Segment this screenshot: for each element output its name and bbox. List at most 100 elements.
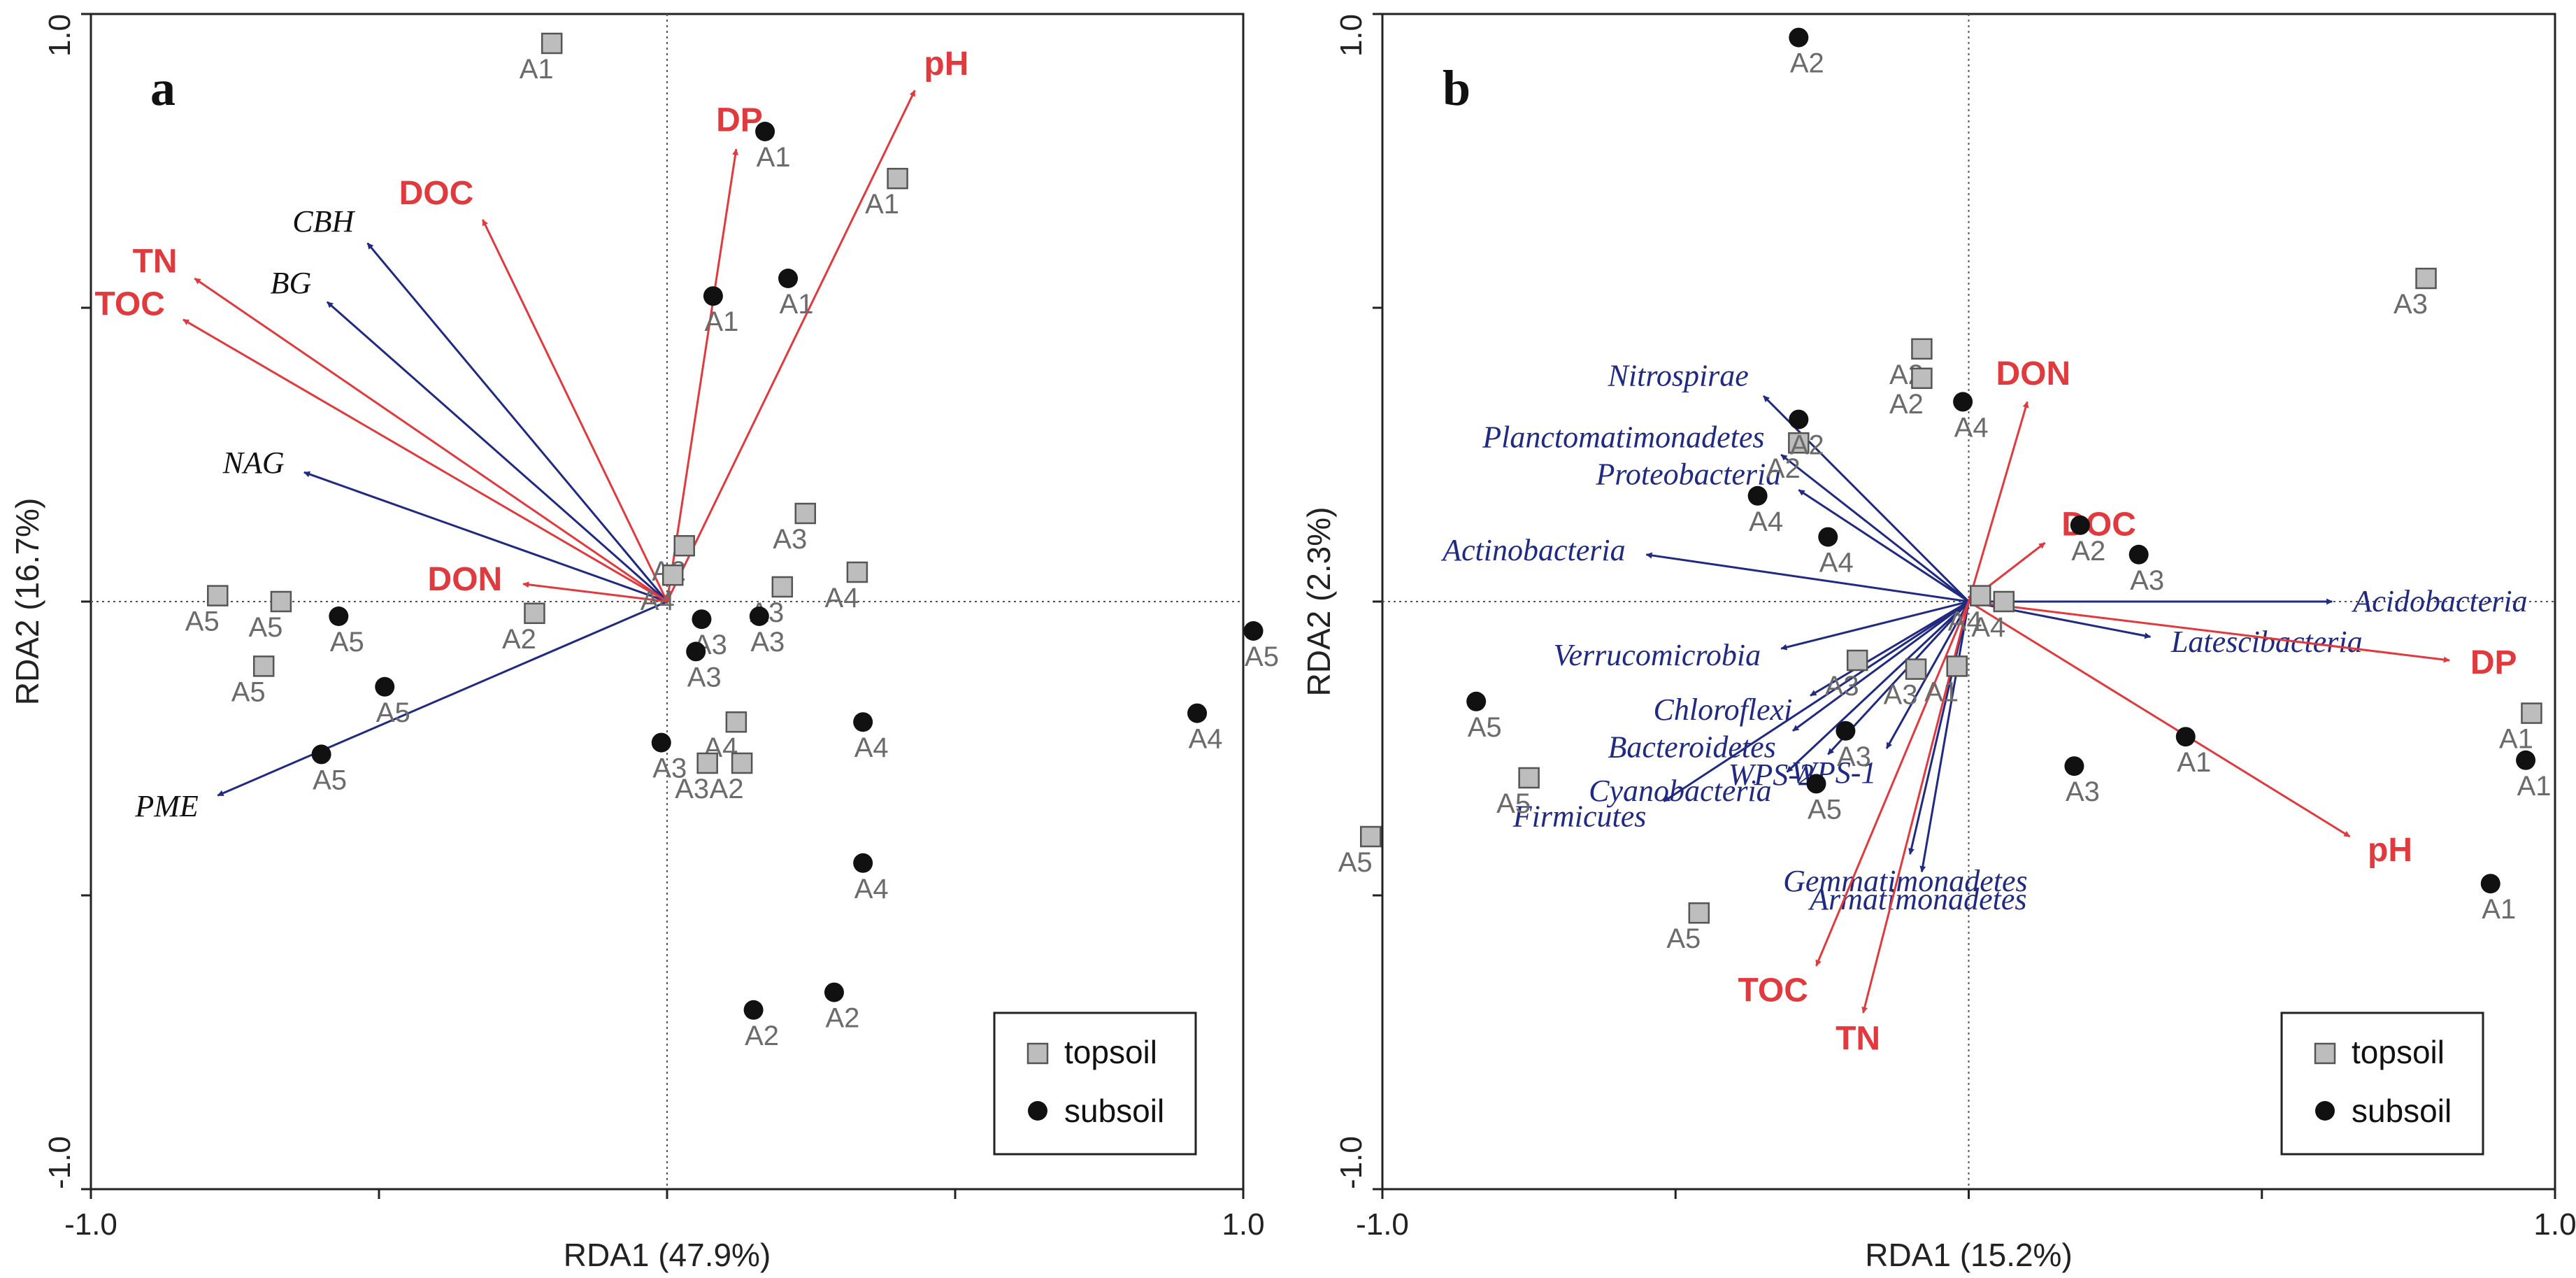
env-arrow-label: pH (924, 45, 968, 83)
response-arrow-label: Proteobacteria (1595, 457, 1781, 491)
topsoil-point (207, 585, 229, 606)
point-label: A4 (1954, 412, 1989, 443)
response-arrow-pme (217, 600, 668, 797)
env-arrow-ph (1968, 600, 2351, 838)
response-arrow-actinobacteria (1645, 552, 1969, 603)
x-axis-label: RDA1 (15.2%) (1865, 1237, 2073, 1273)
topsoil-point (887, 167, 908, 190)
legend-topsoil-marker (2314, 1042, 2336, 1065)
response-arrow-label: PME (134, 789, 199, 823)
point-label: A2 (825, 1003, 859, 1034)
topsoil-point (1911, 338, 1933, 360)
x-tick-label: -1.0 (64, 1207, 117, 1242)
response-arrow-label: Nitrospirae (1608, 359, 1749, 393)
topsoil-point (1359, 825, 1382, 848)
point-label: A3 (1884, 680, 1918, 711)
topsoil-point (673, 534, 695, 557)
point-label: A3 (750, 627, 785, 658)
topsoil-point (1846, 649, 1868, 672)
legend-box (2280, 1011, 2484, 1156)
subsoil-point (1806, 774, 1826, 794)
point-label: A5 (1245, 641, 1279, 672)
response-arrow-cbh (366, 242, 668, 602)
subsoil-point (2128, 544, 2149, 565)
env-arrow-tn (194, 277, 668, 603)
response-arrow-label: Gemmatimonadetes (1783, 864, 2028, 898)
topsoil-point (541, 32, 563, 55)
legend-subsoil-marker (1028, 1101, 1047, 1121)
y-tick-label: -1.0 (1334, 1136, 1368, 1189)
x-axis-label: RDA1 (47.9%) (564, 1237, 771, 1273)
subsoil-point (329, 606, 349, 626)
response-arrow-nitrospirae (1762, 395, 1970, 603)
y-tick-label: -1.0 (43, 1136, 77, 1189)
env-arrow-label: TN (1836, 1021, 1880, 1058)
topsoil-point (1688, 902, 1710, 924)
response-arrow-label: WPS-1 (1791, 755, 1876, 790)
env-arrow-label: TN (133, 243, 178, 280)
point-label: A1 (757, 142, 791, 173)
subsoil-point (853, 853, 873, 873)
panel-a: -1.0 1.0 1.0 -1.0 RDA1 (47.9%) RDA2 (16.7%) a C… (9, 13, 1265, 1273)
legend-label: topsoil (2352, 1034, 2445, 1070)
topsoil-point (1993, 590, 2015, 613)
response-arrow-label: CBH (292, 204, 355, 239)
point-label: A2 (745, 1021, 779, 1051)
point-label: A3 (773, 524, 807, 555)
env-arrow-label: DON (1996, 355, 2070, 392)
point-label: A5 (1496, 788, 1531, 819)
subsoil-point (749, 606, 769, 626)
topsoil-point (1946, 655, 1968, 677)
subsoil-point (1789, 27, 1809, 48)
subsoil-point (1789, 409, 1809, 429)
point-label: A4 (854, 732, 889, 763)
legend-label: subsoil (2352, 1093, 2452, 1129)
subsoil-point (2064, 756, 2084, 776)
subsoil-point (1187, 703, 1208, 723)
point-label: A4 (824, 583, 859, 613)
response-arrow-nag (303, 471, 668, 603)
env-arrow-label: DON (428, 561, 503, 598)
subsoil-point (703, 286, 723, 306)
point-label: A1 (520, 54, 554, 85)
point-label: A5 (1808, 794, 1842, 825)
point-label: A5 (1338, 847, 1373, 878)
response-arrow-firmicutes (1663, 600, 1970, 802)
subsoil-point (778, 269, 799, 288)
topsoil-point (846, 561, 868, 583)
response-arrow-bg (326, 301, 668, 603)
env-arrow-toc (1815, 601, 1970, 967)
response-arrow-proteobacteria (1798, 489, 1970, 603)
panel-letter: a (150, 60, 176, 116)
point-label: A5 (313, 765, 347, 795)
env-arrow-dp (666, 148, 739, 602)
subsoil-point (2516, 750, 2536, 770)
response-arrow-wps-1 (1885, 601, 1970, 749)
response-arrow-label: BG (271, 266, 312, 300)
legend: topsoil subsoil (2280, 1011, 2484, 1156)
topsoil-point (1911, 367, 1933, 390)
point-label: A1 (780, 289, 814, 320)
y-axis-label: RDA2 (2.3%) (1301, 507, 1337, 697)
point-label: A3 (687, 662, 722, 693)
topsoil-point (1518, 767, 1540, 789)
point-label: A5 (330, 627, 364, 658)
env-arrow-label: TOC (94, 286, 164, 323)
point-label: A1 (2177, 747, 2211, 778)
point-label: A1 (704, 306, 738, 337)
env-arrow-label: DP (716, 102, 763, 139)
legend-subsoil-marker (2315, 1101, 2335, 1121)
point-label: A5 (376, 697, 410, 728)
point-label: A2 (2071, 536, 2105, 567)
legend: topsoil subsoil (993, 1011, 1197, 1156)
subsoil-point (651, 732, 671, 753)
response-arrow-label: Actinobacteria (1440, 533, 1626, 567)
point-label: A3 (1837, 741, 1871, 772)
response-arrow-cyanobacteria (1786, 600, 1970, 773)
x-tick-label: 1.0 (1222, 1207, 1264, 1242)
subsoil-point (1953, 392, 1973, 412)
subsoil-point (375, 676, 395, 697)
point-label: A4 (1948, 606, 1982, 637)
point-label: A4 (641, 585, 675, 616)
legend-label: subsoil (1064, 1093, 1164, 1129)
